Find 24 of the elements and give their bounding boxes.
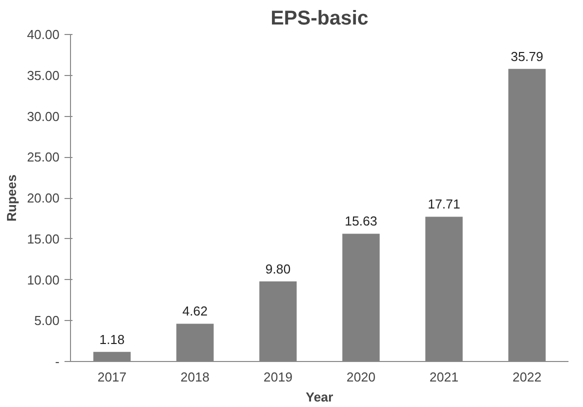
y-tick-label: 15.00 [26, 231, 60, 246]
data-label: 35.79 [510, 48, 544, 64]
x-axis-title: Year [306, 390, 334, 404]
y-tick-label: 40.00 [26, 27, 60, 42]
y-tick-label: 25.00 [26, 150, 60, 165]
data-label: 4.62 [182, 304, 208, 319]
data-label: 1.18 [99, 332, 125, 347]
data-label: 9.80 [265, 261, 291, 276]
x-tick-label: 2019 [264, 370, 292, 384]
chart-title: EPS-basic [270, 8, 368, 30]
y-tick-label: 5.00 [34, 313, 60, 328]
y-axis-title: Rupees [4, 174, 19, 222]
data-label: 17.71 [428, 196, 460, 212]
y-tick-label: - [55, 354, 60, 369]
x-tick-label: 2018 [180, 370, 210, 384]
y-tick-label: 20.00 [26, 190, 60, 206]
y-tick-label: 10.00 [26, 272, 60, 288]
data-label: 15.63 [344, 214, 378, 229]
y-tick-label: 30.00 [26, 108, 60, 124]
y-tick-label: 35.00 [26, 68, 60, 83]
x-tick-label: 2017 [98, 370, 126, 384]
x-tick-label: 2021 [430, 370, 458, 384]
x-tick-label: 2020 [346, 370, 376, 384]
x-tick-label: 2022 [512, 370, 542, 384]
